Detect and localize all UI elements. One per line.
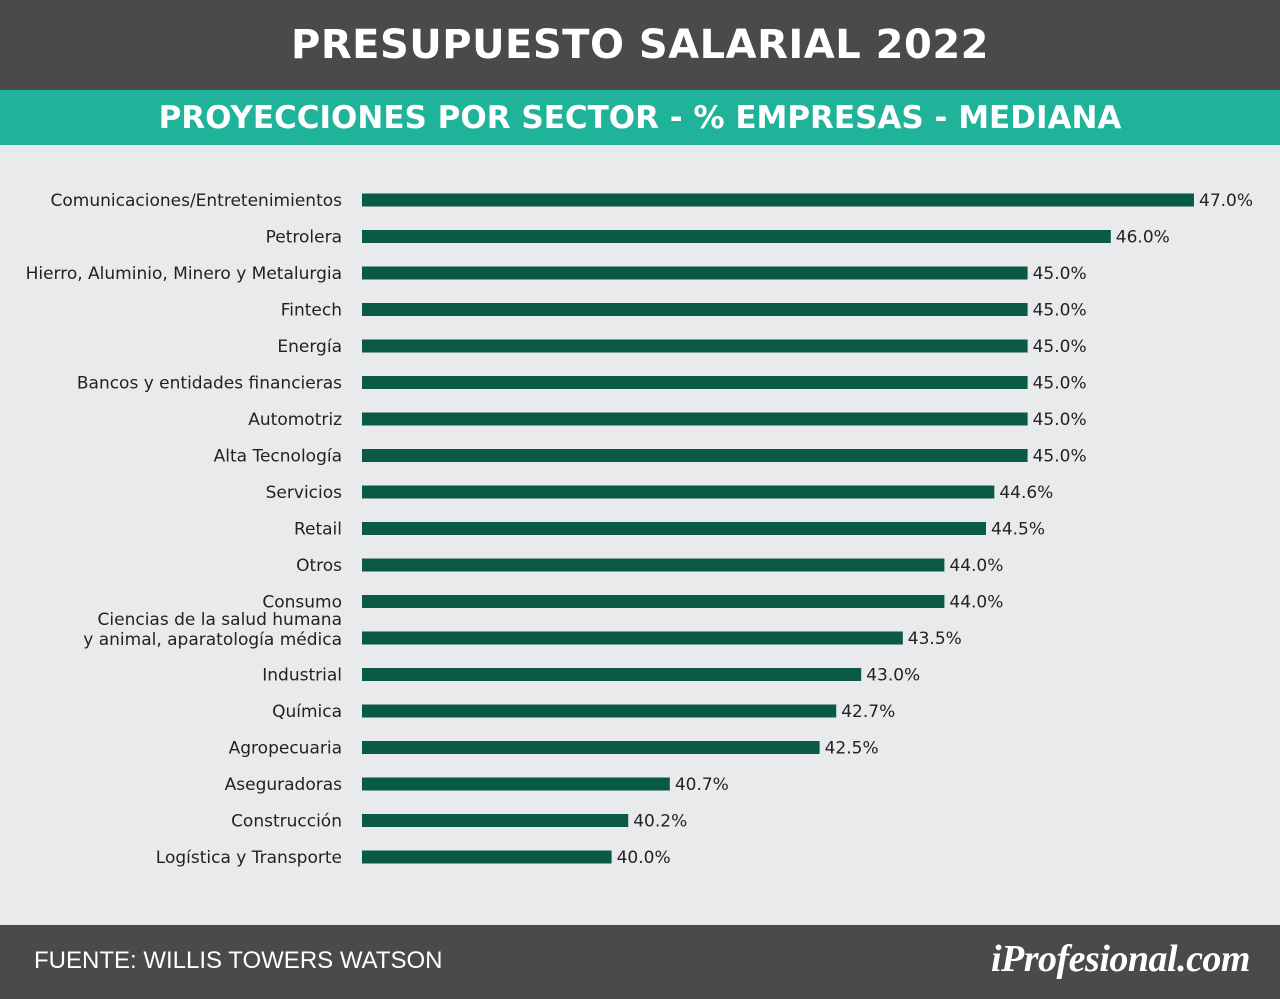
bar-chart: Comunicaciones/Entretenimientos 47.0% Petr… <box>26 191 1253 868</box>
category-label: Aseguradoras <box>225 775 343 795</box>
category-label: Fintech <box>281 301 342 321</box>
value-label: 40.0% <box>617 848 671 868</box>
value-label: 44.0% <box>949 556 1003 576</box>
category-label: Ciencias de la salud humana y animal, apa… <box>83 610 342 650</box>
bar <box>362 777 670 791</box>
bar <box>362 850 612 864</box>
value-label: 47.0% <box>1199 191 1253 211</box>
bar <box>362 376 1028 389</box>
value-label: 44.6% <box>999 483 1053 503</box>
category-label: Comunicaciones/Entretenimientos <box>51 191 343 211</box>
value-label: 44.5% <box>991 520 1045 540</box>
bar <box>362 303 1028 316</box>
category-label: Bancos y entidades financieras <box>77 374 342 394</box>
category-label-line: y animal, aparatología médica <box>83 630 342 650</box>
category-label: Automotriz <box>248 410 342 430</box>
value-label: 46.0% <box>1116 228 1170 248</box>
category-label: Servicios <box>266 483 342 503</box>
value-label: 45.0% <box>1033 447 1087 467</box>
value-label: 40.2% <box>633 812 687 832</box>
category-label-line: Ciencias de la salud humana <box>98 610 342 630</box>
value-label: 43.0% <box>866 666 920 686</box>
category-label: Química <box>272 702 342 722</box>
category-label: Consumo <box>262 593 342 613</box>
bar <box>362 558 945 572</box>
bar <box>362 339 1028 353</box>
value-label: 42.7% <box>841 702 895 722</box>
subheader-bar: PROYECCIONES POR SECTOR - % EMPRESAS - M… <box>0 90 1280 145</box>
value-label: 45.0% <box>1033 410 1087 430</box>
bar <box>362 230 1111 243</box>
bar <box>362 412 1028 426</box>
value-label: 40.7% <box>675 775 729 795</box>
category-label: Retail <box>294 520 342 540</box>
chart-title: PRESUPUESTO SALARIAL 2022 <box>291 22 989 68</box>
category-label: Agropecuaria <box>229 739 342 759</box>
bar <box>362 814 629 827</box>
category-label: Industrial <box>262 666 342 686</box>
value-label: 43.5% <box>908 629 962 649</box>
value-label: 45.0% <box>1033 374 1087 394</box>
bar <box>362 595 945 608</box>
category-label: Construcción <box>231 812 342 832</box>
bar <box>362 704 837 718</box>
bar <box>362 522 986 535</box>
category-label: Logística y Transporte <box>156 848 342 868</box>
value-label: 45.0% <box>1033 301 1087 321</box>
bar <box>362 668 862 681</box>
value-label: 45.0% <box>1033 264 1087 284</box>
bar <box>362 741 820 754</box>
category-label: Otros <box>296 556 342 576</box>
category-label: Alta Tecnología <box>214 447 342 467</box>
bar <box>362 266 1028 280</box>
footer-bar: FUENTE: WILLIS TOWERS WATSON iProfesiona… <box>0 925 1280 999</box>
category-label: Petrolera <box>266 228 342 248</box>
bar <box>362 485 995 499</box>
bar <box>362 631 903 645</box>
value-label: 45.0% <box>1033 337 1087 357</box>
category-label: Hierro, Aluminio, Minero y Metalurgia <box>26 264 342 284</box>
value-label: 44.0% <box>949 593 1003 613</box>
header-bar: PRESUPUESTO SALARIAL 2022 <box>0 0 1280 90</box>
value-label: 42.5% <box>825 739 879 759</box>
source-credit: FUENTE: WILLIS TOWERS WATSON <box>34 947 443 974</box>
brand-logo: iProfesional.com <box>990 938 1251 980</box>
bar <box>362 193 1194 207</box>
chart-subtitle: PROYECCIONES POR SECTOR - % EMPRESAS - M… <box>158 99 1122 136</box>
bar <box>362 449 1028 462</box>
category-label: Energía <box>277 337 342 357</box>
